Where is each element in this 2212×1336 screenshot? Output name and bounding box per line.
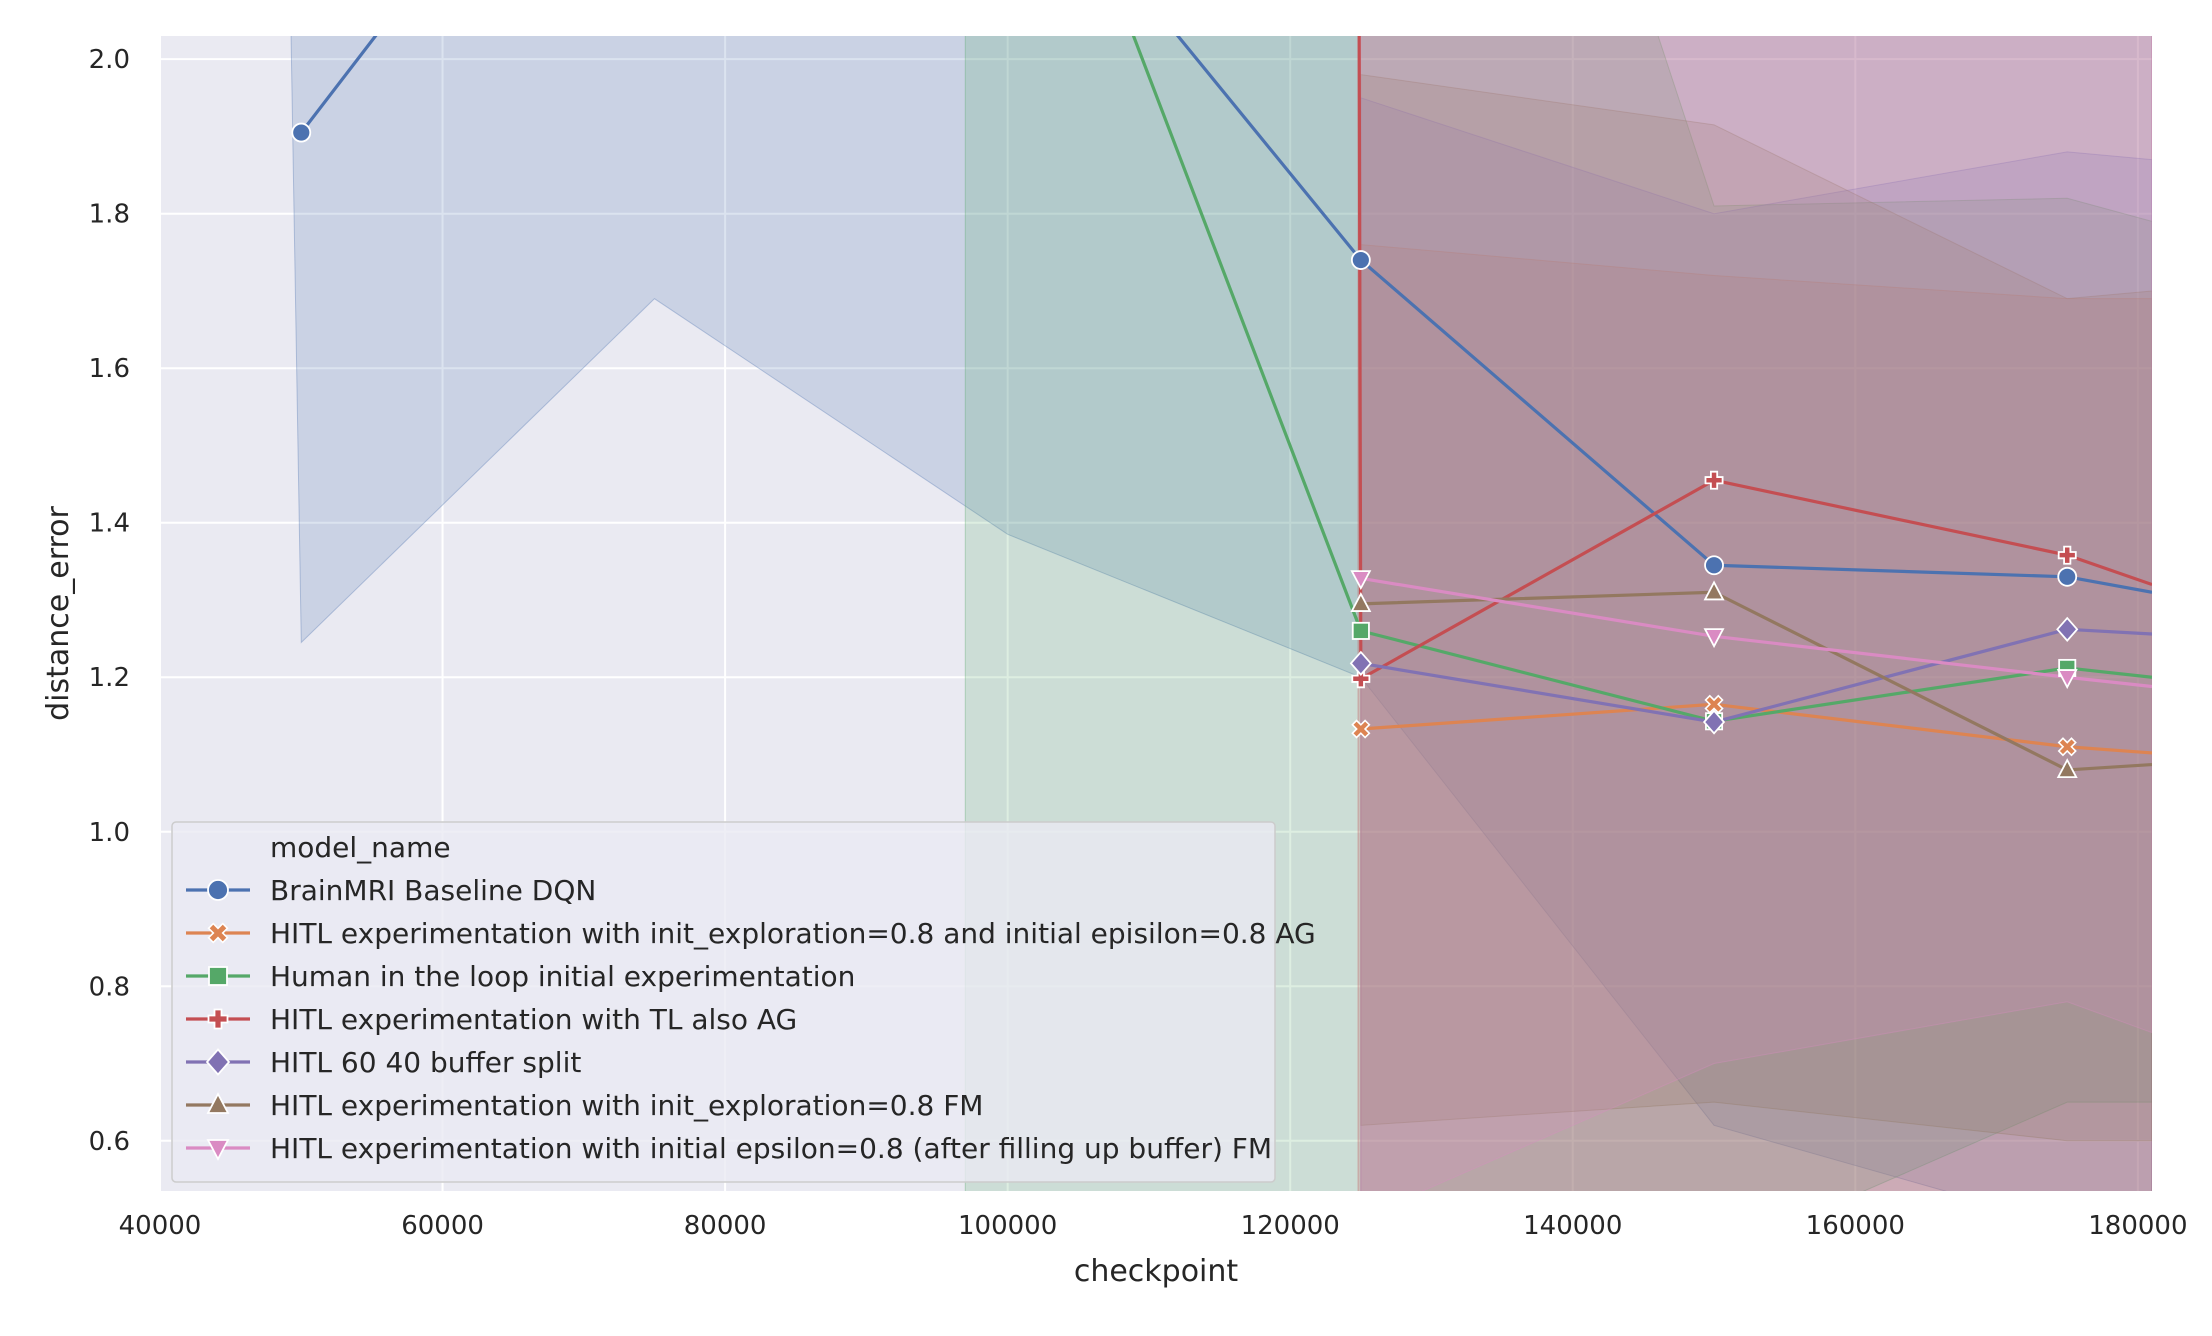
data-point-marker bbox=[2056, 758, 2078, 779]
x-tick-label: 160000 bbox=[1806, 1211, 1905, 1241]
legend-item: Human in the loop initial experimentatio… bbox=[186, 960, 855, 993]
legend-label: HITL experimentation with initial epsilo… bbox=[270, 1132, 1272, 1165]
legend-item: HITL experimentation with TL also AG bbox=[186, 1003, 797, 1036]
y-tick-label: 2.0 bbox=[89, 45, 130, 75]
data-point-marker bbox=[1704, 470, 1724, 490]
confidence-band-series-4 bbox=[1360, 97, 2152, 1191]
data-point-marker bbox=[2056, 616, 2079, 642]
data-point-marker bbox=[208, 966, 228, 986]
y-axis-ticks: 0.6 0.8 1.0 1.2 1.4 1.6 1.8 2.0 bbox=[89, 45, 130, 1157]
data-point-marker bbox=[207, 879, 229, 901]
legend-item: HITL experimentation with init_explorati… bbox=[186, 917, 1316, 950]
data-point-marker bbox=[1703, 628, 1725, 649]
x-tick-label: 40000 bbox=[119, 1211, 202, 1241]
x-tick-label: 60000 bbox=[401, 1211, 484, 1241]
x-axis-label: checkpoint bbox=[1074, 1254, 1239, 1289]
data-point-marker bbox=[2057, 737, 2077, 757]
legend: model_name BrainMRI Baseline DQN HITL exp… bbox=[171, 821, 1316, 1183]
legend-item: HITL 60 40 buffer split bbox=[186, 1046, 581, 1079]
data-point-marker bbox=[2057, 566, 2078, 587]
x-tick-label: 100000 bbox=[958, 1211, 1057, 1241]
data-point-marker bbox=[2056, 669, 2078, 690]
y-tick-label: 1.0 bbox=[89, 818, 130, 848]
y-tick-label: 1.4 bbox=[89, 509, 130, 539]
data-point-marker bbox=[1703, 580, 1725, 601]
y-tick-label: 1.8 bbox=[89, 200, 130, 230]
y-tick-label: 0.8 bbox=[89, 972, 130, 1002]
data-point-marker bbox=[291, 122, 312, 143]
series-line-4 bbox=[1360, 627, 2152, 724]
legend-label: HITL experimentation with TL also AG bbox=[270, 1003, 797, 1036]
x-axis-ticks: 40000 60000 80000 100000 120000 140000 160000 1… bbox=[119, 1211, 2188, 1241]
x-tick-label: 180000 bbox=[2088, 1211, 2187, 1241]
confidence-band-series-0 bbox=[290, 36, 2152, 1191]
data-point-marker bbox=[207, 922, 229, 944]
data-point-marker bbox=[1702, 709, 1726, 735]
data-point-marker bbox=[1349, 650, 1372, 676]
legend-label: BrainMRI Baseline DQN bbox=[270, 874, 596, 907]
x-tick-label: 140000 bbox=[1523, 1211, 1622, 1241]
legend-label: Human in the loop initial experimentatio… bbox=[270, 960, 855, 993]
data-point-marker bbox=[1351, 719, 1371, 739]
y-tick-label: 1.6 bbox=[89, 354, 130, 384]
y-tick-label: 1.2 bbox=[89, 663, 130, 693]
y-tick-label: 0.6 bbox=[89, 1127, 130, 1157]
data-point-marker bbox=[1350, 570, 1372, 591]
data-point-marker bbox=[1350, 592, 1372, 612]
series-line-6 bbox=[1360, 576, 2152, 689]
legend-item: HITL experimentation with initial epsilo… bbox=[186, 1132, 1272, 1165]
data-point-marker bbox=[1704, 555, 1724, 576]
legend-label: HITL 60 40 buffer split bbox=[270, 1046, 581, 1079]
legend-label: HITL experimentation with init_explorati… bbox=[270, 1089, 983, 1122]
data-point-marker bbox=[207, 1008, 229, 1030]
data-point-marker bbox=[206, 1139, 230, 1161]
series-line-1 bbox=[1360, 702, 2152, 755]
data-point-marker bbox=[1350, 250, 1371, 270]
data-point-marker bbox=[206, 1092, 230, 1114]
legend-item: BrainMRI Baseline DQN bbox=[186, 874, 596, 907]
confidence-band-series-5 bbox=[1360, 74, 2152, 1142]
data-point-marker bbox=[205, 1048, 231, 1076]
legend-title: model_name bbox=[270, 831, 451, 864]
legend-item: HITL experimentation with init_explorati… bbox=[186, 1089, 983, 1122]
legend-label: HITL experimentation with init_explorati… bbox=[270, 917, 1316, 950]
series-markers bbox=[291, 122, 2079, 779]
y-axis-label: distance_error bbox=[41, 505, 76, 720]
x-tick-label: 80000 bbox=[684, 1211, 767, 1241]
legend-box bbox=[171, 821, 1276, 1183]
x-tick-label: 120000 bbox=[1241, 1211, 1340, 1241]
series-line-5 bbox=[1360, 590, 2152, 772]
data-point-marker bbox=[2057, 545, 2077, 565]
confidence-band-series-1 bbox=[1360, 244, 2152, 1191]
data-point-marker bbox=[1351, 621, 1370, 640]
data-point-marker bbox=[1351, 669, 1371, 689]
